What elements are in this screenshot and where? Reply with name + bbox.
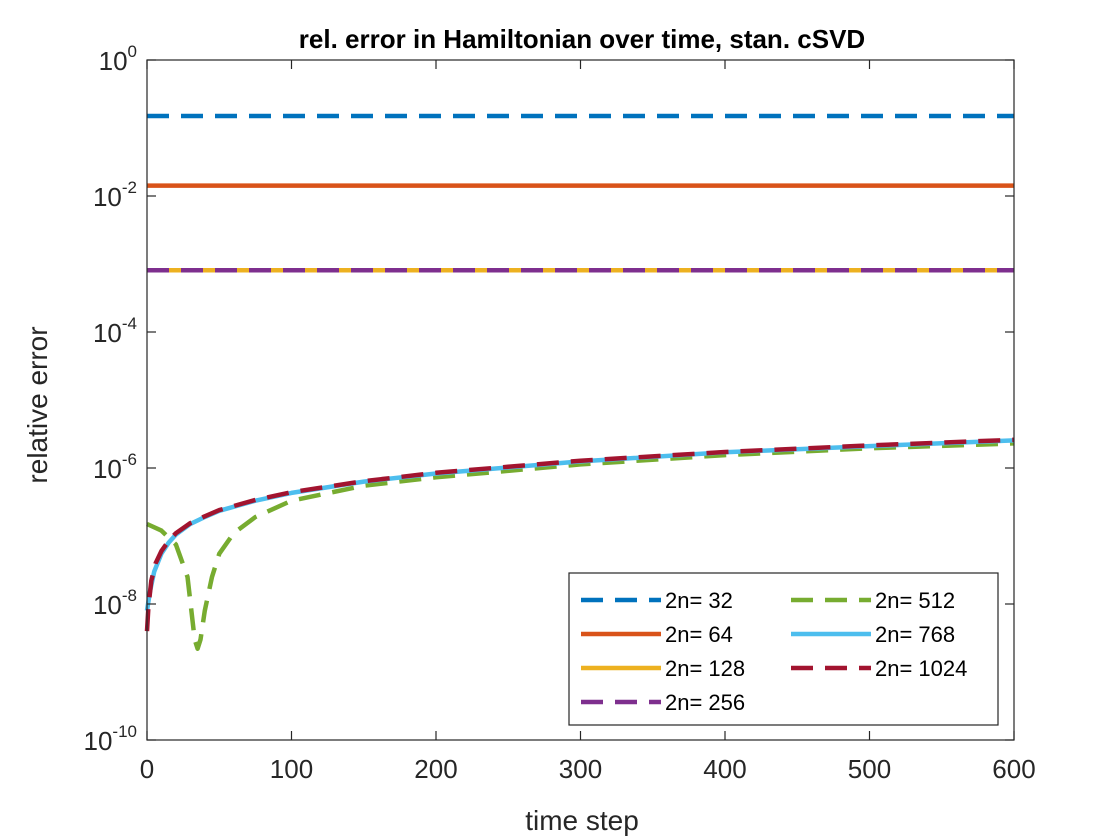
y-tick-label: 100	[99, 42, 137, 76]
y-axis-label: relative error	[22, 326, 53, 483]
y-tick-label: 10-8	[93, 586, 137, 620]
legend-label: 2n= 128	[665, 656, 745, 681]
y-tick-label: 10-2	[93, 178, 137, 212]
legend-label: 2n= 768	[875, 622, 955, 647]
x-tick-label: 100	[270, 754, 313, 784]
legend-label: 2n= 512	[875, 588, 955, 613]
legend-label: 2n= 256	[665, 690, 745, 715]
tick-labels: 0 100 200 300 400 500 600 100 10-2 10-4 10-6 10-8 10…	[84, 42, 1036, 784]
legend-label: 2n= 1024	[875, 656, 967, 681]
legend-label: 2n= 32	[665, 588, 733, 613]
series-line-2512	[146, 441, 1015, 651]
y-tick-label: 10-10	[84, 722, 138, 756]
x-axis-label: time step	[525, 805, 639, 836]
x-tick-label: 400	[703, 754, 746, 784]
x-tick-label: 300	[559, 754, 602, 784]
y-tick-label: 10-4	[93, 314, 137, 348]
chart-title: rel. error in Hamiltonian over time, sta…	[299, 24, 865, 54]
x-tick-label: 200	[414, 754, 457, 784]
y-tick-label: 10-6	[93, 450, 137, 484]
legend-box	[568, 572, 999, 726]
series-layer	[144, 113, 1015, 651]
x-tick-label: 0	[140, 754, 154, 784]
x-tick-label: 500	[848, 754, 891, 784]
x-tick-label: 600	[992, 754, 1035, 784]
legend-label: 2n= 64	[665, 622, 733, 647]
legend: 2n= 32 2n= 64 2n= 128 2n= 256 2n= 512 2n= 768…	[568, 572, 999, 726]
series-line-21024	[144, 437, 1015, 632]
axes-layer	[146, 59, 1015, 741]
